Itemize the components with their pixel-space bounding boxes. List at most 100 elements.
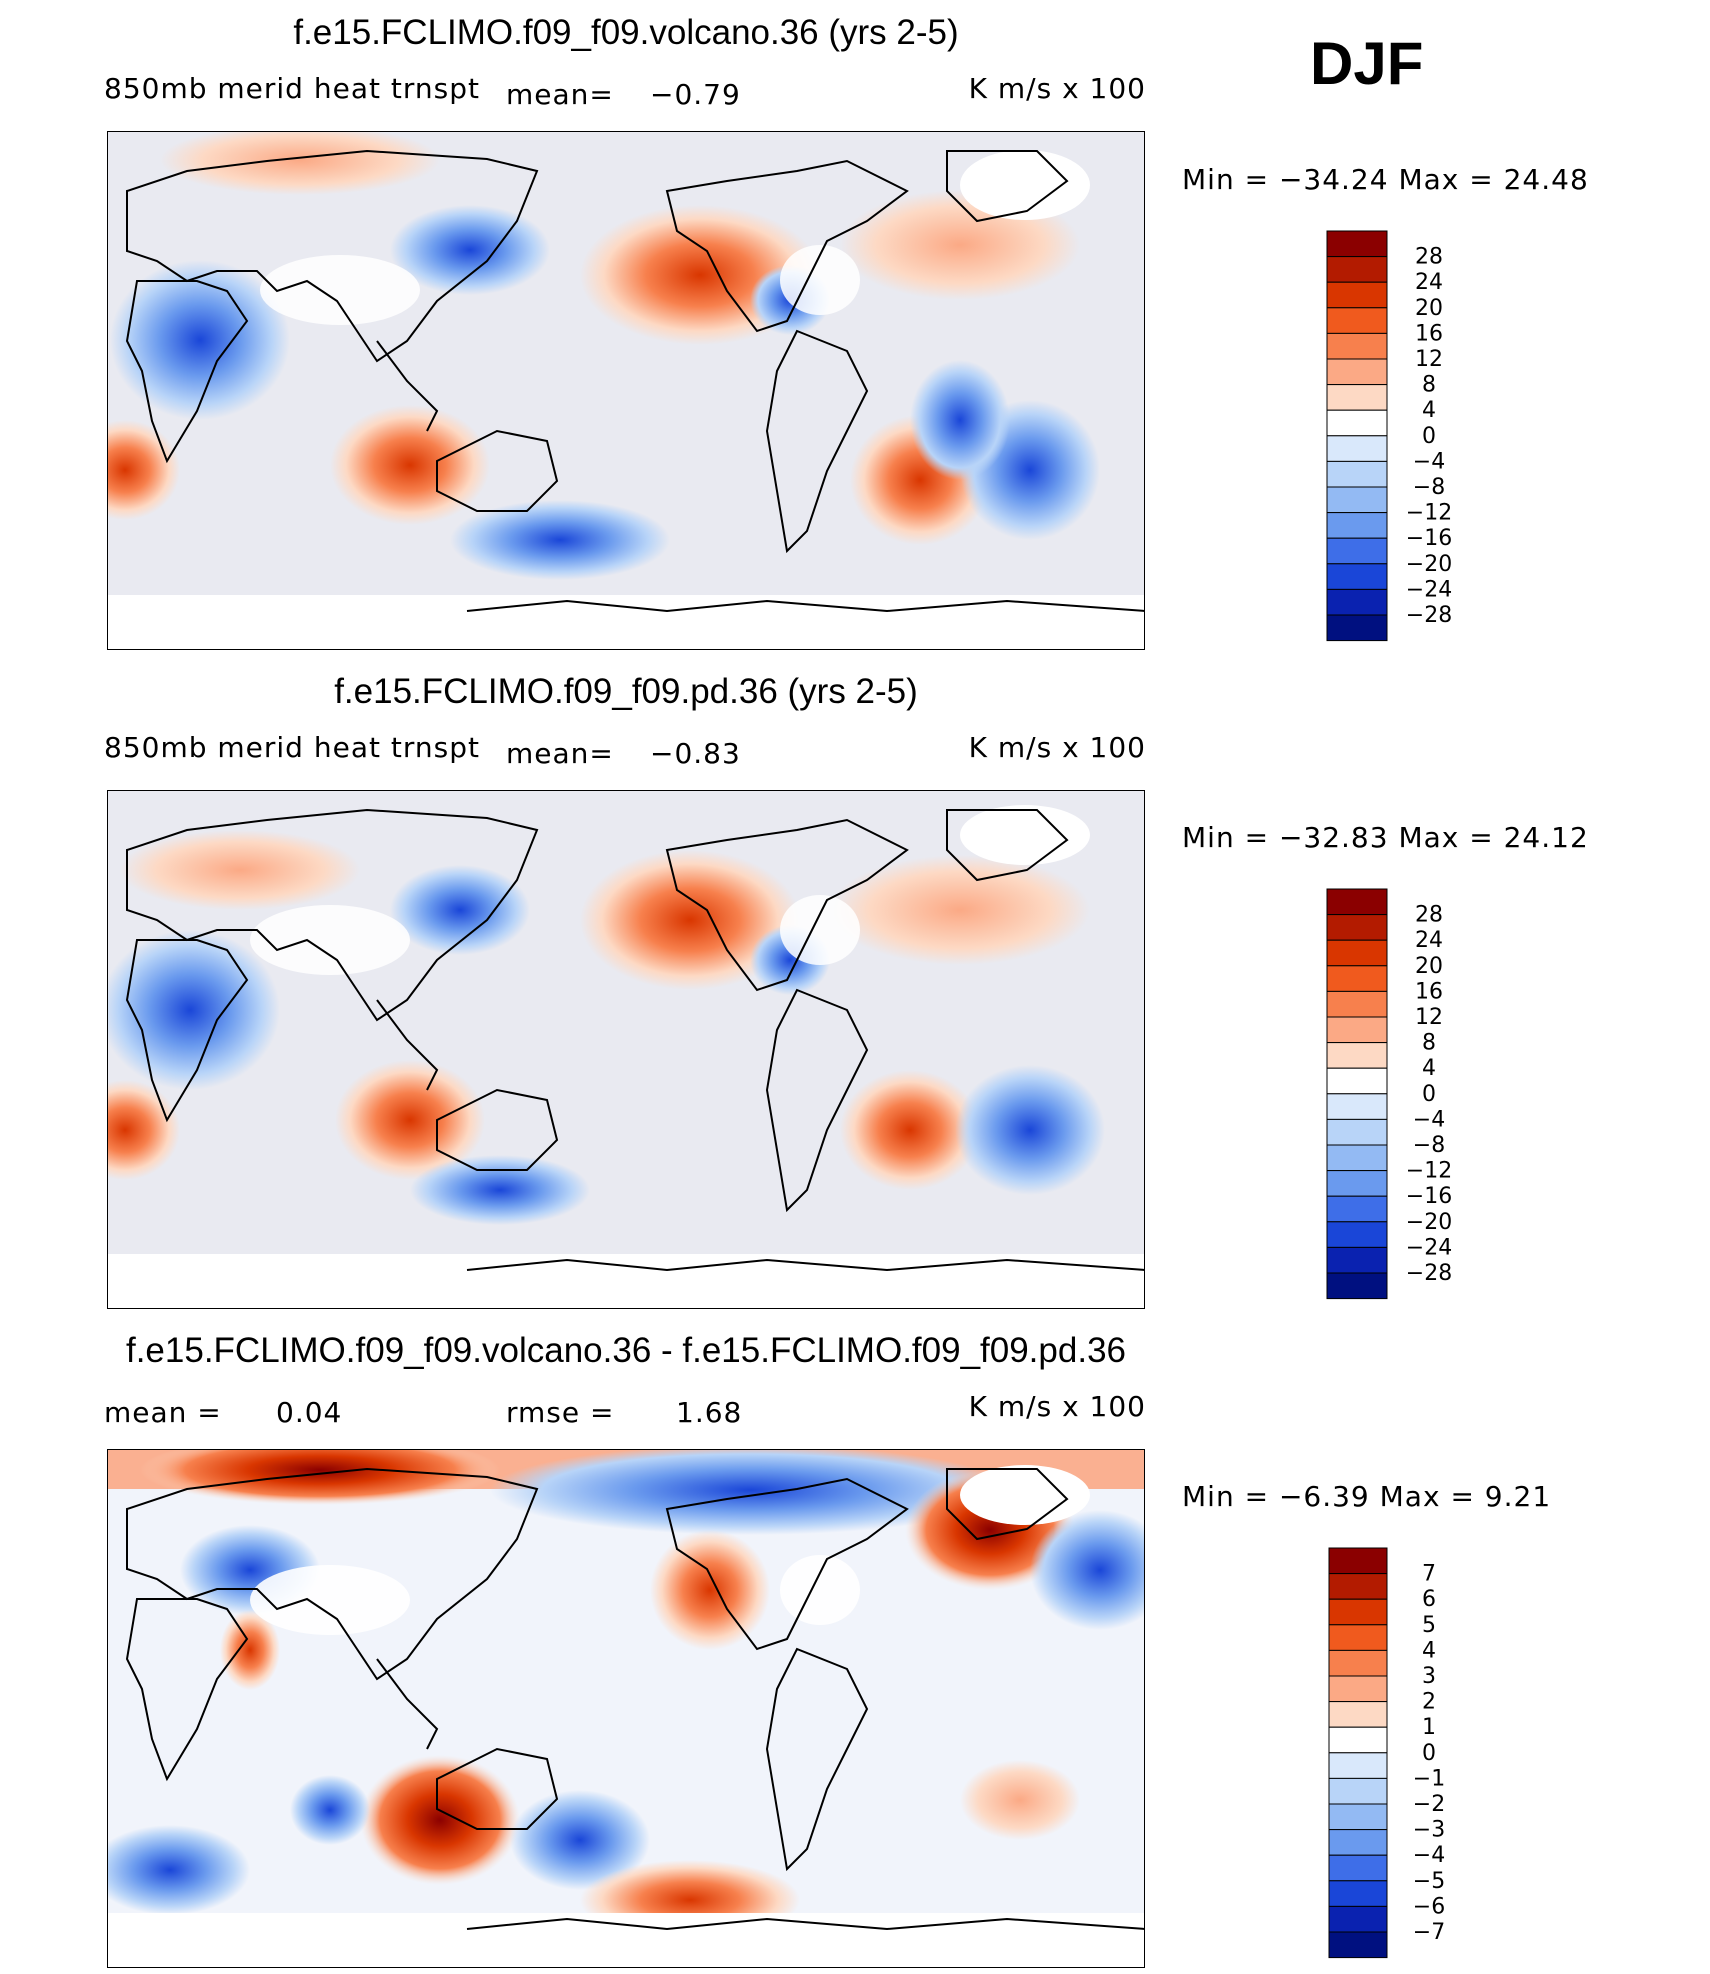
- panel-3-rmse-label: rmse =: [506, 1396, 614, 1429]
- panel-1-mean-label: mean=: [506, 78, 614, 111]
- panel-2-variable: 850mb merid heat trnspt: [104, 731, 480, 764]
- panel-3-minmax: Min = −6.39 Max = 9.21: [1182, 1480, 1551, 1513]
- colorbar-2-tick-label: 12: [1415, 1005, 1443, 1030]
- colorbar-2-tick-label: 4: [1422, 1056, 1436, 1081]
- colorbar-3-swatch: [1328, 1905, 1388, 1933]
- colorbar-1-swatch: [1326, 512, 1388, 539]
- colorbar-3-tick-label: 5: [1422, 1613, 1436, 1638]
- colorbar-1-tick-label: −16: [1406, 526, 1452, 551]
- colorbar-3-swatch: [1328, 1854, 1388, 1882]
- colorbar-3-swatch: [1328, 1675, 1388, 1703]
- colorbar-1-swatch: [1326, 281, 1388, 309]
- colorbar-3-swatch: [1328, 1752, 1388, 1779]
- colorbar-2-swatch: [1326, 990, 1388, 1018]
- colorbar-3-swatch: [1328, 1931, 1388, 1959]
- colorbar-3-tick-label: −6: [1413, 1894, 1445, 1919]
- colorbar-2-tick-label: 8: [1422, 1031, 1436, 1056]
- colorbar-1-swatch: [1326, 384, 1388, 411]
- colorbar-1-swatch: [1326, 307, 1388, 334]
- panel-1-title: f.e15.FCLIMO.f09_f09.volcano.36 (yrs 2-5…: [293, 13, 958, 52]
- panel-2-mean-label: mean=: [506, 737, 614, 770]
- colorbar-3-tick-label: 4: [1422, 1638, 1436, 1663]
- panel-1-variable: 850mb merid heat trnspt: [104, 72, 480, 105]
- colorbar-1-tick-label: 12: [1415, 347, 1443, 372]
- colorbar-3-tick-label: 7: [1422, 1562, 1436, 1587]
- colorbars: 2824201612840−4−8−12−16−20−24−2828242016…: [1326, 230, 1452, 1959]
- colorbar-3-swatch: [1328, 1803, 1388, 1831]
- panel-3-units: K m/s x 100: [969, 1390, 1146, 1423]
- colorbar-2-swatch: [1326, 1016, 1388, 1044]
- colorbar-2-swatch: [1326, 1144, 1388, 1172]
- colorbar-3-tick-label: 2: [1422, 1690, 1436, 1715]
- colorbar-2-swatch: [1326, 1067, 1388, 1095]
- colorbar-2-tick-label: 20: [1415, 954, 1443, 979]
- colorbar-2-tick-label: −4: [1413, 1107, 1445, 1132]
- colorbar-3-swatch: [1328, 1624, 1388, 1651]
- colorbar-3-swatch: [1328, 1649, 1388, 1677]
- colorbar-1-swatch: [1326, 230, 1388, 258]
- colorbar-2-swatch: [1326, 1042, 1388, 1069]
- colorbar-3-tick-label: −4: [1413, 1843, 1445, 1868]
- colorbar-2-tick-label: 24: [1415, 928, 1443, 953]
- panel-3-mean-label: mean =: [104, 1396, 222, 1429]
- colorbar-1-tick-label: 24: [1415, 270, 1443, 295]
- colorbar-3-swatch: [1328, 1829, 1388, 1856]
- colorbar-1-swatch: [1326, 358, 1388, 386]
- colorbar-3-tick-label: 1: [1422, 1715, 1436, 1740]
- colorbar-2-tick-label: 16: [1415, 979, 1443, 1004]
- colorbar-1-swatch: [1326, 460, 1388, 488]
- panel-1-mean-value: −0.79: [650, 78, 741, 111]
- colorbar-3-tick-label: 0: [1422, 1741, 1436, 1766]
- colorbar-3-swatch: [1328, 1701, 1388, 1728]
- panel-2-title: f.e15.FCLIMO.f09_f09.pd.36 (yrs 2-5): [334, 672, 918, 711]
- colorbar-1-swatch: [1326, 537, 1388, 565]
- colorbar-1-swatch: [1326, 614, 1388, 642]
- colorbar-1-swatch: [1326, 563, 1388, 590]
- colorbar-1-tick-label: −20: [1406, 552, 1452, 577]
- colorbar-2-swatch: [1326, 914, 1388, 941]
- colorbar-1-swatch: [1326, 435, 1388, 462]
- colorbar-2-swatch: [1326, 1093, 1388, 1120]
- colorbar-2-swatch: [1326, 1221, 1388, 1248]
- colorbar-3-swatch: [1328, 1880, 1388, 1907]
- colorbar-2-tick-label: −20: [1406, 1210, 1452, 1235]
- colorbar-2-swatch: [1326, 888, 1388, 916]
- season-label: DJF: [1310, 30, 1423, 97]
- colorbar-3-tick-label: −5: [1413, 1869, 1445, 1894]
- colorbar-1-swatch: [1326, 409, 1388, 437]
- colorbar-3-tick-label: 3: [1422, 1664, 1436, 1689]
- colorbar-1-tick-label: 16: [1415, 321, 1443, 346]
- colorbar-3-tick-label: −3: [1413, 1818, 1445, 1843]
- colorbar-1-tick-label: −12: [1406, 501, 1452, 526]
- colorbar-1-tick-label: −24: [1406, 577, 1452, 602]
- panel-1-minmax: Min = −34.24 Max = 24.48: [1182, 163, 1589, 196]
- colorbar-2-swatch: [1326, 965, 1388, 992]
- colorbar-2-swatch: [1326, 1118, 1388, 1146]
- colorbar-2-tick-label: −8: [1413, 1133, 1445, 1158]
- panel-3-title: f.e15.FCLIMO.f09_f09.volcano.36 - f.e15.…: [126, 1331, 1126, 1370]
- colorbar-1-tick-label: −4: [1413, 449, 1445, 474]
- colorbar-1-tick-label: 0: [1422, 424, 1436, 449]
- colorbar-1-swatch: [1326, 332, 1388, 360]
- colorbar-3-tick-label: −7: [1413, 1920, 1445, 1945]
- map-panel-1: [107, 131, 1145, 650]
- colorbar-1-tick-label: 4: [1422, 398, 1436, 423]
- colorbar-1-tick-label: −28: [1406, 603, 1452, 628]
- colorbar-3-swatch: [1328, 1547, 1388, 1575]
- colorbar-3-swatch: [1328, 1598, 1388, 1626]
- panel-2-units: K m/s x 100: [969, 731, 1146, 764]
- colorbar-2-tick-label: 0: [1422, 1082, 1436, 1107]
- panel-1-units: K m/s x 100: [969, 72, 1146, 105]
- colorbar-2-tick-label: 28: [1415, 903, 1443, 928]
- colorbar-3-swatch: [1328, 1726, 1388, 1754]
- map-panel-3: [107, 1449, 1145, 1968]
- colorbar-1-tick-label: 20: [1415, 296, 1443, 321]
- colorbar-3-tick-label: −2: [1413, 1792, 1445, 1817]
- colorbar-1-swatch: [1326, 486, 1388, 514]
- colorbar-1-swatch: [1326, 256, 1388, 283]
- colorbar-2-tick-label: −24: [1406, 1235, 1452, 1260]
